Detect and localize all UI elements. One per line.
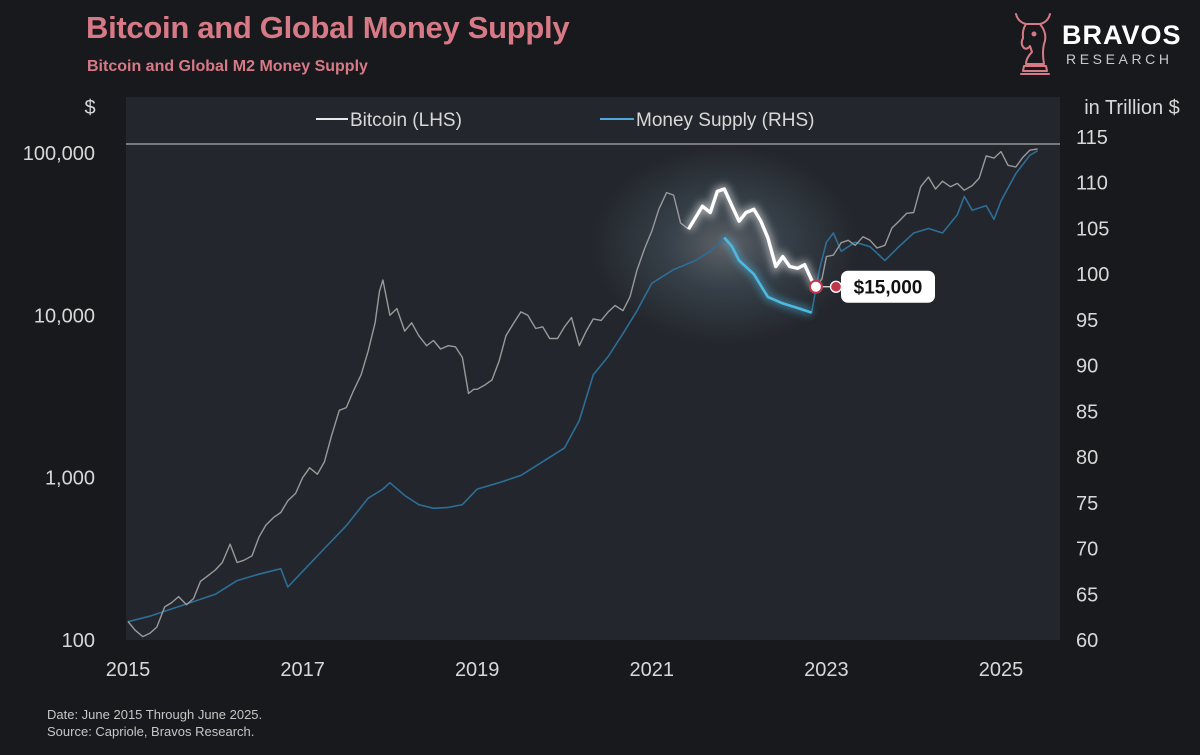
logo-subword: RESEARCH <box>1066 51 1173 67</box>
right-axis-tick-label: 60 <box>1076 630 1098 652</box>
right-axis-tick-label: 75 <box>1076 493 1098 515</box>
annotation-end-marker <box>829 280 843 293</box>
right-axis-tick-label: 105 <box>1076 218 1109 240</box>
legend-label-bitcoin: Bitcoin (LHS) <box>350 110 462 131</box>
footer-source-note: Source: Capriole, Bravos Research. <box>47 724 255 739</box>
right-axis-tick-label: 65 <box>1076 584 1098 606</box>
annotation-label: $15,000 <box>854 278 923 299</box>
plot-area <box>126 97 1060 640</box>
left-axis-tick-label: 100 <box>62 630 95 652</box>
annotation-point-marker <box>808 279 823 294</box>
legend: Bitcoin (LHS) Money Supply (RHS) <box>316 110 814 131</box>
highlight-glow <box>590 145 860 345</box>
left-axis-tick-label: 10,000 <box>34 305 95 327</box>
right-axis-tick-label: 70 <box>1076 539 1098 561</box>
highlight-bitcoin <box>687 187 818 288</box>
right-axis-tick-label: 115 <box>1076 127 1108 149</box>
x-axis-tick-label: 2021 <box>630 659 675 681</box>
right-axis-tick-label: 100 <box>1076 264 1109 286</box>
chart-subtitle: Bitcoin and Global M2 Money Supply <box>87 58 368 75</box>
legend-label-money-supply: Money Supply (RHS) <box>636 110 814 131</box>
bull-chess-knight-icon <box>1015 13 1051 75</box>
series-line-bitcoin <box>127 148 1038 638</box>
x-axis-tick-label: 2025 <box>979 659 1024 681</box>
right-axis-tick-label: 110 <box>1076 173 1108 195</box>
series-line-money-supply <box>127 150 1039 623</box>
x-axis-tick-label: 2017 <box>280 659 325 681</box>
right-axis-tick-label: 85 <box>1076 401 1098 423</box>
annotation-label-box <box>841 270 935 303</box>
x-axis-tick-label: 2015 <box>106 659 151 681</box>
bravos-logo: BRAVOS RESEARCH <box>1010 8 1195 83</box>
left-axis-tick-label: 100,000 <box>23 143 95 165</box>
left-axis-tick-label: 1,000 <box>45 468 95 490</box>
right-axis-tick-label: 90 <box>1076 356 1098 378</box>
x-axis-tick-label: 2019 <box>455 659 500 681</box>
logo-word: BRAVOS <box>1062 20 1182 50</box>
right-axis-label: in Trillion $ <box>1084 97 1180 119</box>
highlight-money-supply <box>723 236 813 314</box>
right-axis-tick-label: 95 <box>1076 310 1098 332</box>
x-axis-tick-label: 2023 <box>804 659 849 681</box>
chart-title: Bitcoin and Global Money Supply <box>86 10 570 45</box>
right-axis-tick-label: 80 <box>1076 447 1098 469</box>
footer-date-note: Date: June 2015 Through June 2025. <box>47 707 263 722</box>
left-axis-label: $ <box>84 97 95 119</box>
